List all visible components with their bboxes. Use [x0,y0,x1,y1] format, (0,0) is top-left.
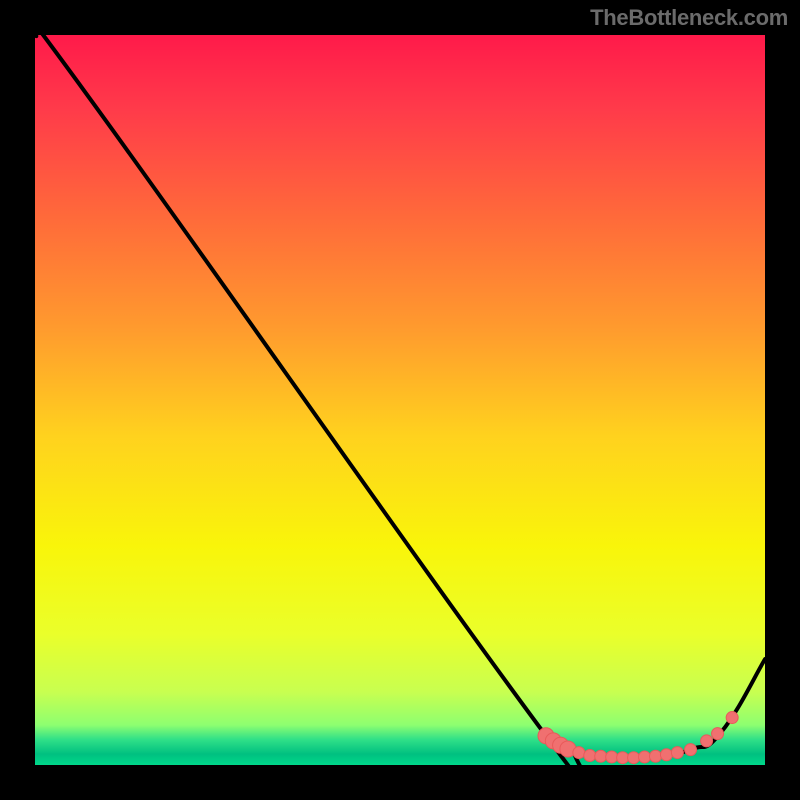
attribution-text: TheBottleneck.com [590,5,788,31]
marker-point [628,752,640,764]
marker-point [701,735,713,747]
marker-point [595,750,607,762]
bottleneck-chart [0,0,800,800]
marker-point [573,747,585,759]
marker-point [685,744,697,756]
marker-point [726,712,738,724]
marker-point [671,747,683,759]
marker-point [584,750,596,762]
marker-point [660,749,672,761]
plot-area [35,35,765,765]
chart-container: TheBottleneck.com [0,0,800,800]
marker-point [617,752,629,764]
marker-point [712,728,724,740]
marker-point [606,751,618,763]
marker-point [639,751,651,763]
marker-point [650,750,662,762]
